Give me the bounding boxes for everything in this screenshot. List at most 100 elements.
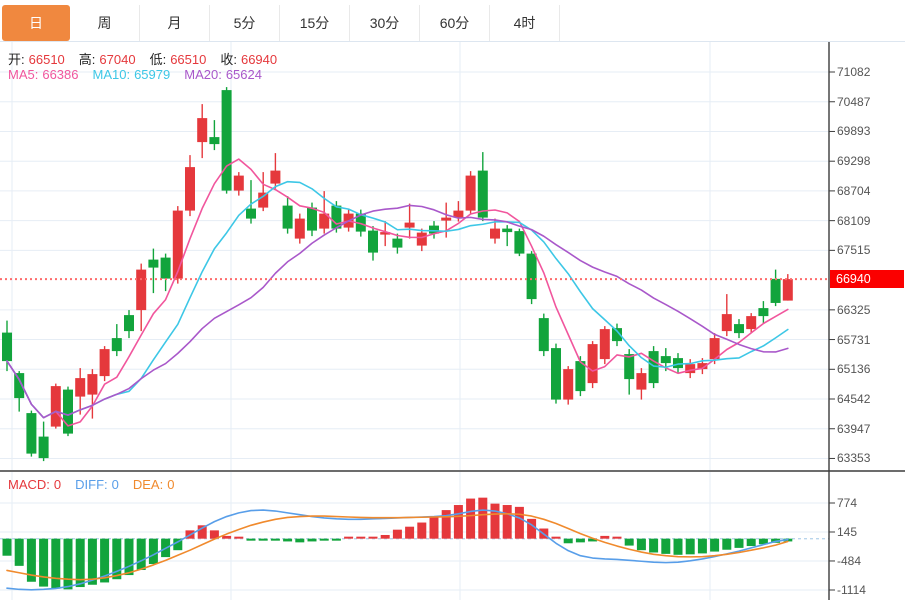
macd-bar [661,538,671,554]
macd-bar [551,536,561,539]
current-price-badge: 66940 [830,270,904,289]
interval-tab-1[interactable]: 日 [2,5,70,41]
macd-bar [514,506,524,539]
macd-bar [490,503,500,539]
candle-body [734,324,744,334]
candle-body [99,349,110,377]
candle-body [124,315,134,332]
candle-body [258,192,269,208]
macd-bar [63,538,73,590]
candle-body [514,231,525,254]
diff-line [6,509,789,591]
macd-bar [588,538,598,542]
axis-tick-label: 67515 [837,243,871,258]
macd-bar [612,536,622,539]
ma-legend-item: MA10: 65979 [92,67,171,82]
candle-body [392,238,403,248]
candle-body [636,373,647,390]
macd-legend: MACD: 0 DIFF: 0 DEA: 0 [8,477,188,492]
axis-tick-label: 68704 [837,183,871,198]
interval-tab-8[interactable]: 4时 [490,5,560,41]
macd-bar [600,535,610,539]
candle-body [526,253,537,300]
interval-tab-4[interactable]: 5分 [210,5,280,41]
candle-body [331,205,342,229]
candle-body [746,316,757,330]
macd-bar [575,538,585,543]
macd-bar [136,538,146,571]
macd-bar [710,538,720,552]
axis-tick-label: 145 [837,524,858,539]
macd-bar [673,538,683,555]
macd-bar [624,538,634,546]
axis-tick-label: 70487 [837,94,871,109]
axis-tick-label: 63353 [837,451,871,466]
ohlc-legend: 开: 66510 高: 67040 低: 66510 收: 66940 [8,49,291,68]
macd-bar [2,538,12,556]
candle-body [294,218,305,239]
macd-bar [417,522,427,539]
macd-bar [173,538,183,551]
ohlc-legend-item: 高: 67040 [78,52,136,67]
ma-legend: MA5: 66386 MA10: 65979 MA20: 65624 [8,67,276,82]
macd-bar [26,538,36,582]
candles [2,87,793,462]
candle-body [14,373,25,399]
candle-body [685,364,696,374]
axis-tick-label: 69893 [837,124,871,139]
interval-tab-2[interactable]: 周 [70,5,140,41]
macd-bar [100,538,110,583]
candle-body [185,167,195,211]
macd-bar [209,530,219,539]
macd-bar [649,538,659,553]
macd-bar [502,505,512,539]
ma-legend-item: MA20: 65624 [184,67,262,82]
axis-tick-label: 68109 [837,213,871,228]
candle-body [233,175,244,191]
macd-bar [441,510,451,539]
interval-tab-7[interactable]: 60分 [420,5,490,41]
candle-body [319,213,330,229]
candle-body [721,314,732,332]
candle-body [307,207,317,231]
interval-tab-5[interactable]: 15分 [280,5,350,41]
interval-tab-3[interactable]: 月 [140,5,210,41]
ohlc-legend-item: 开: 66510 [8,52,65,67]
candle-body [404,222,415,228]
macd-bar [685,538,695,555]
candle-body [355,213,366,232]
interval-tab-6[interactable]: 30分 [350,5,420,41]
candle-body [63,389,73,434]
macd-bar [331,538,341,541]
macd-bar [466,498,476,539]
macd-bar [51,538,61,589]
axis-tick-label: 65136 [837,362,871,377]
candle-body [648,351,659,384]
macd-bar [75,538,85,588]
ma20-line [6,204,789,419]
candle-body [136,269,147,311]
axis-tick-label: 63947 [837,421,871,436]
candle-body [575,361,586,392]
candle-body [599,329,610,360]
candle-body [709,338,720,360]
macd-bar [697,538,707,554]
candle-body [197,118,208,143]
macd-bar [258,538,268,541]
macd-bar [148,538,158,565]
candle-body [368,230,378,253]
candle-body [502,228,513,233]
macd-histogram [2,497,793,590]
macd-legend-item: DIFF: 0 [75,477,119,492]
macd-legend-item: MACD: 0 [8,477,62,492]
ma5-line [6,158,789,427]
candle-body [538,318,549,352]
candle-body [270,170,281,184]
candle-body [160,257,171,279]
candle-body [38,436,49,459]
candle-body [441,217,452,221]
macd-bar [87,538,97,585]
candle-body [416,232,427,246]
